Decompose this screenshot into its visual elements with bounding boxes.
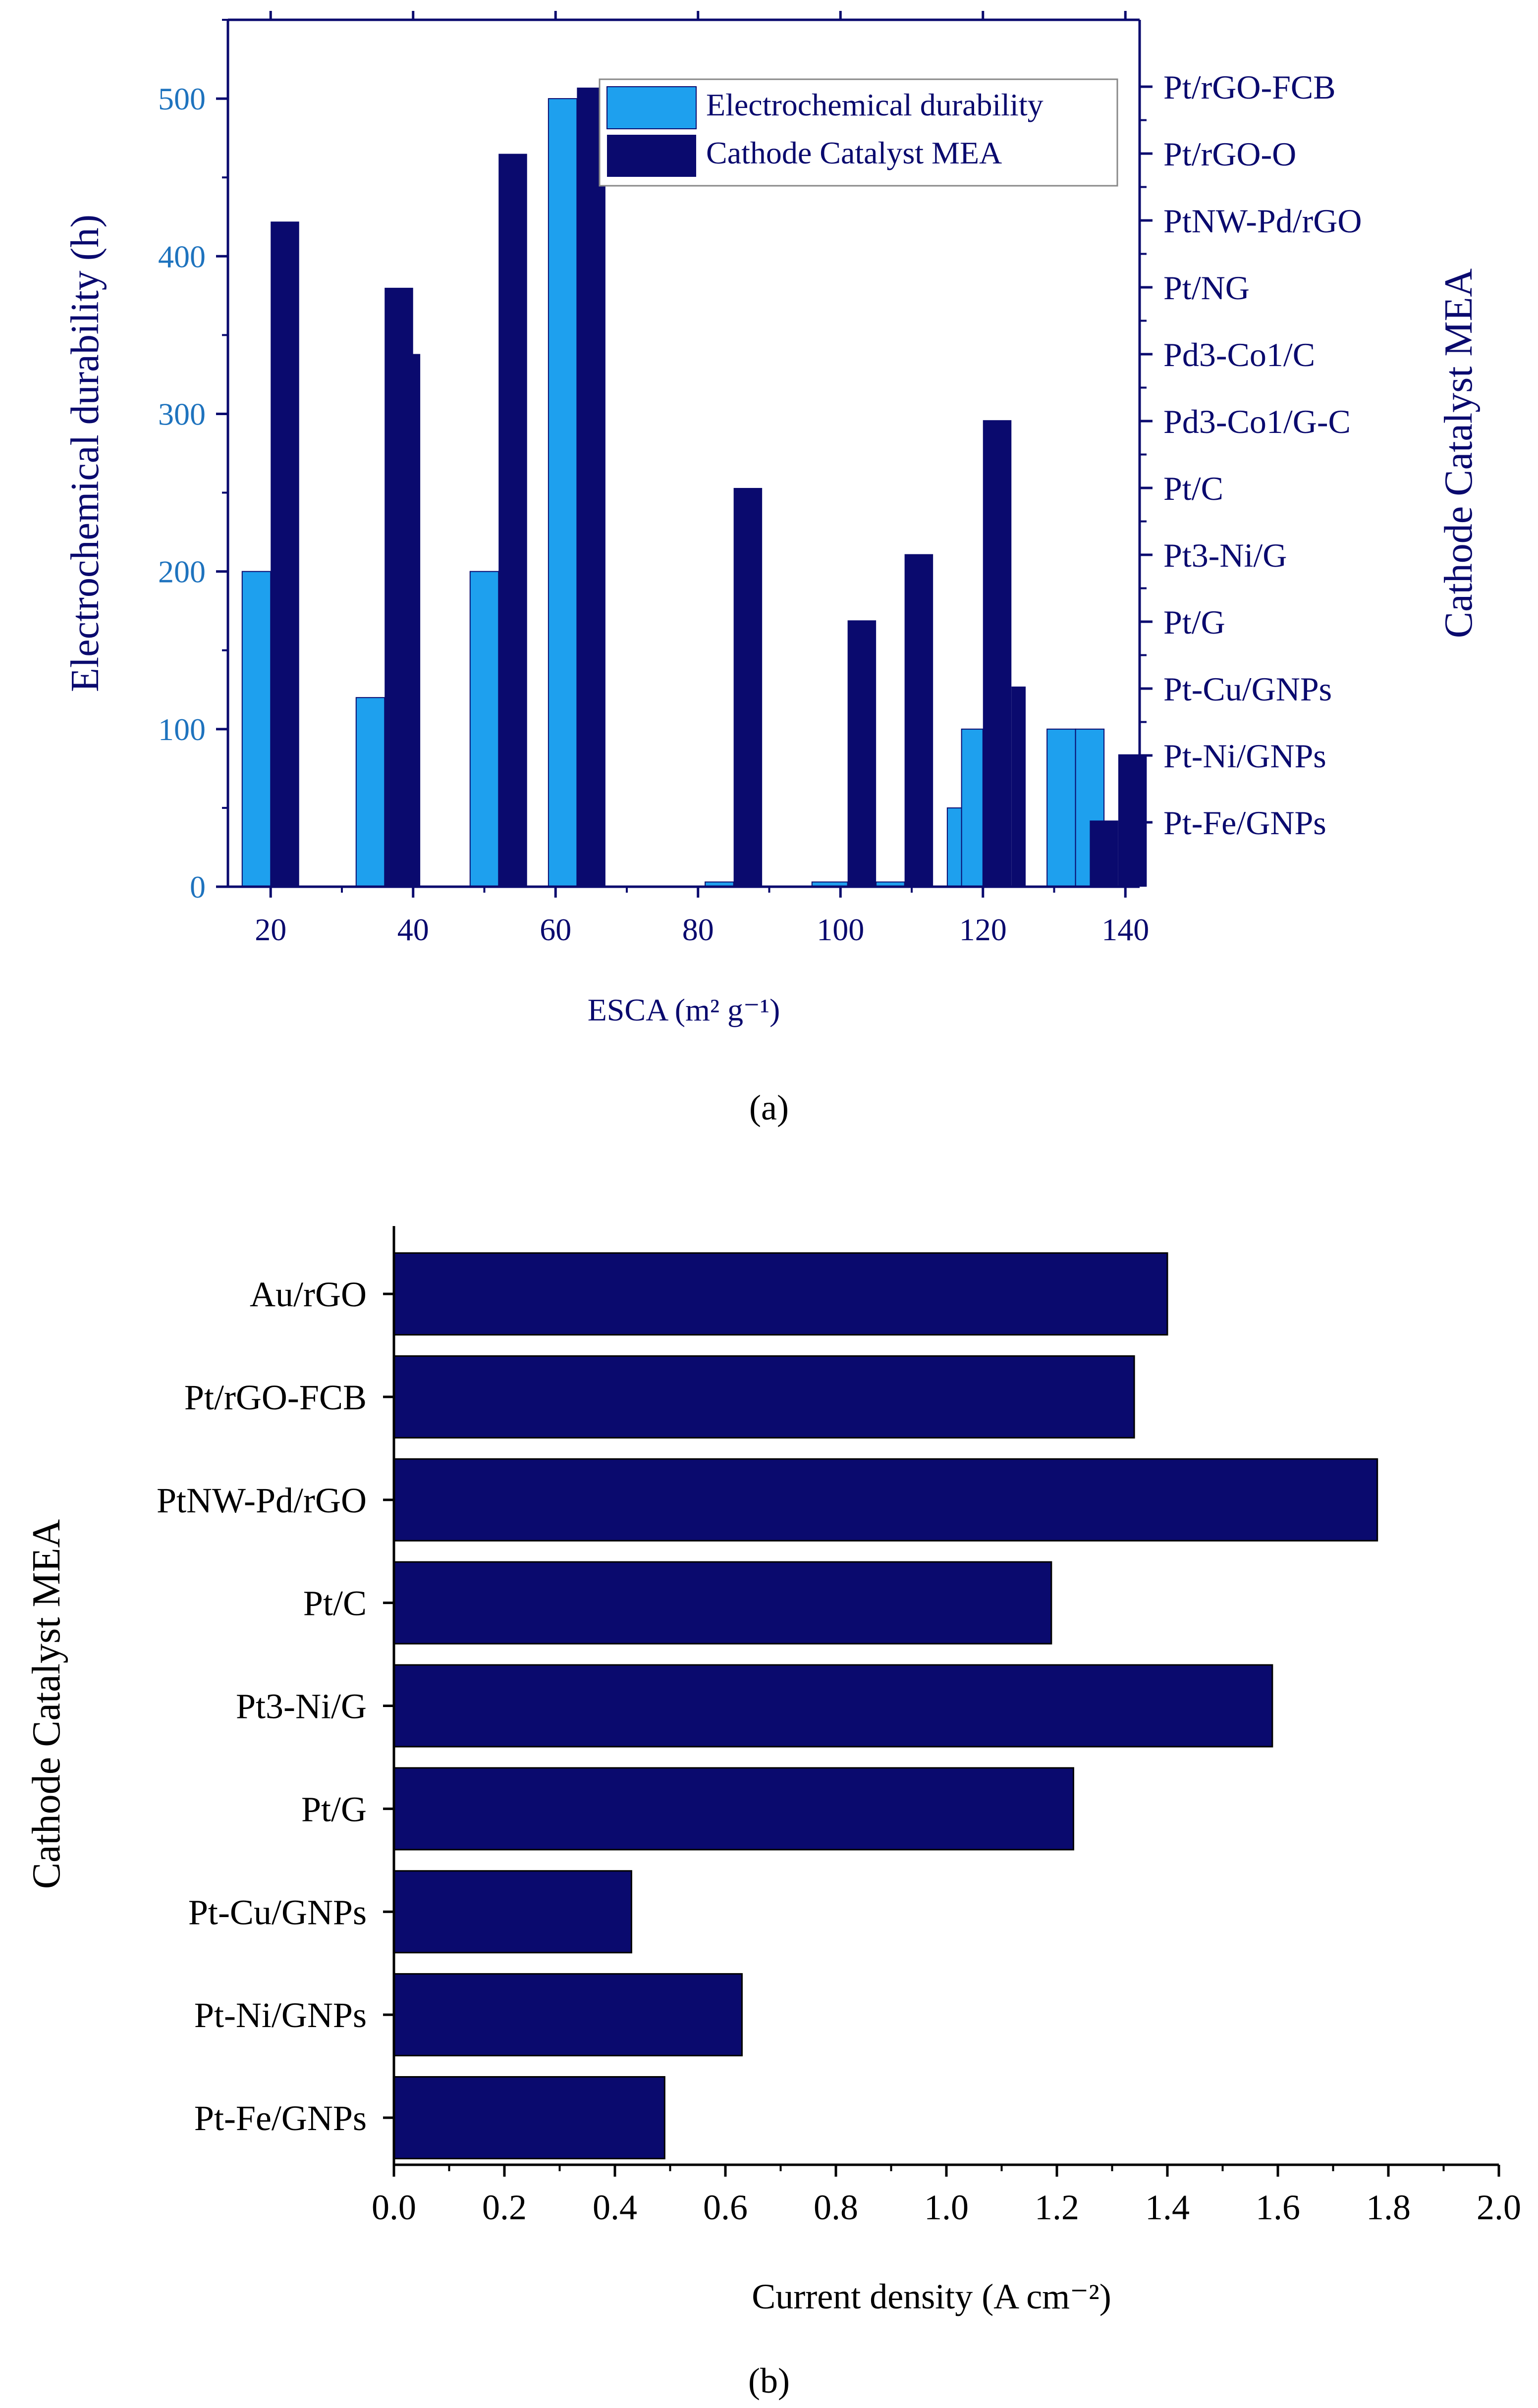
durability-bar [1046,728,1076,888]
x-ticks: 20 40 60 80 100 120 140 [255,11,1149,947]
current-density-series [393,1252,1378,2159]
y2-tick-label: Pt/NG [1163,269,1250,307]
b-y-tick-label: Pt/C [303,1584,367,1623]
b-x-tick-label: 1.4 [1145,2188,1190,2227]
y2-ticks: Pt-Fe/GNPs Pt-Ni/GNPs Pt-Cu/GNPs Pt/G Pt3-Ni… [1140,68,1362,842]
mea-bar [577,87,605,887]
x-tick-label: 20 [255,912,286,947]
y2-tick-label: Pd3-Co1/G-C [1163,403,1351,440]
mea-bar [406,354,421,887]
y2-tick-label: Pd3-Co1/C [1163,336,1315,374]
y-tick-label: 500 [158,81,206,116]
durability-series [241,98,1105,888]
x-tick-label: 140 [1101,912,1149,947]
mea-bar [1090,820,1118,887]
y-tick-label: 0 [190,869,206,905]
b-x-tick-label: 1.2 [1035,2188,1079,2227]
durability-bar [241,571,272,887]
y-tick-label: 200 [158,554,206,589]
legend-label-durability: Electrochemical durability [706,87,1044,122]
durability-bar [548,98,578,887]
y2-tick-label: Pt/C [1163,470,1223,507]
y-tick-label: 300 [158,396,206,431]
chart-b: 0.0 0.2 0.4 0.6 0.8 1.0 1.2 1.4 1.6 1.8 2.0 Au/rGO… [25,1226,1521,2401]
mea-bar [983,420,1012,887]
y-tick-label: 400 [158,239,206,274]
b-x-axis-label: Current density (A cm⁻²) [752,2277,1111,2316]
x-tick-label: 80 [682,912,714,947]
b-x-tick-label: 0.2 [482,2188,527,2227]
y2-tick-label: Pt3-Ni/G [1163,536,1287,574]
b-x-tick-label: 1.6 [1256,2188,1300,2227]
b-x-tick-label: 0.8 [814,2188,858,2227]
b-y-tick-label: Pt-Cu/GNPs [188,1892,367,1932]
durability-bar [469,571,499,887]
durability-bar [961,728,984,888]
b-x-tick-label: 0.4 [593,2188,637,2227]
mea-series [271,87,1147,887]
legend-label-mea: Cathode Catalyst MEA [706,135,1002,170]
b-y-tick-label: Pt/rGO-FCB [184,1378,367,1417]
y2-tick-label: Pt-Ni/GNPs [1163,737,1326,775]
mea-bar [904,554,934,887]
b-y-tick-label: Pt/G [301,1789,367,1829]
current-density-bar [393,1870,632,1954]
mea-bar [498,154,527,887]
b-y-ticks: Au/rGO Pt/rGO-FCB PtNW-Pd/rGO Pt/C Pt3-Ni/G P… [157,1275,394,2138]
y2-tick-label: Pt-Cu/GNPs [1163,670,1332,708]
y2-tick-label: Pt/rGO-O [1163,135,1296,173]
mea-bar [271,221,299,887]
y-tick-label: 100 [158,712,206,747]
x-tick-label: 40 [397,912,429,947]
b-y-tick-label: PtNW-Pd/rGO [157,1481,367,1520]
b-x-tick-label: 0.0 [372,2188,416,2227]
current-density-bar [393,1973,743,2057]
legend-swatch-mea [607,135,696,177]
legend: Electrochemical durability Cathode Catal… [599,78,1118,187]
b-x-ticks: 0.0 0.2 0.4 0.6 0.8 1.0 1.2 1.4 1.6 1.8 2.0 [372,2165,1521,2227]
b-y-tick-label: Au/rGO [250,1275,367,1314]
current-density-bar [393,1458,1378,1542]
durability-bar [355,697,385,887]
current-density-bar [393,1355,1135,1439]
y2-tick-label: Pt-Fe/GNPs [1163,804,1326,842]
mea-bar [847,620,877,887]
y-ticks: 0 100 200 300 400 500 [158,19,228,905]
y2-axis-label: Cathode Catalyst MEA [1437,268,1481,638]
y2-tick-label: PtNW-Pd/rGO [1163,202,1362,240]
b-x-tick-label: 1.0 [924,2188,969,2227]
x-axis-label: ESCA (m² g⁻¹) [588,992,780,1027]
legend-swatch-durability [606,86,697,129]
current-density-bar [393,1664,1273,1748]
caption-a: (a) [749,1088,789,1127]
mea-bar [733,488,763,887]
y2-tick-label: Pt/G [1163,603,1225,641]
current-density-bar [393,2076,665,2159]
b-y-tick-label: Pt-Fe/GNPs [194,2098,367,2138]
y-axis-label: Electrochemical durability (h) [63,214,107,692]
current-density-bar [393,1561,1052,1645]
b-y-axis-label: Cathode Catalyst MEA [25,1519,68,1889]
x-tick-label: 100 [817,912,864,947]
b-x-tick-label: 0.6 [703,2188,748,2227]
mea-bar [1011,686,1026,887]
y2-tick-label: Pt/rGO-FCB [1163,68,1336,106]
x-tick-label: 60 [540,912,571,947]
b-y-tick-label: Pt-Ni/GNPs [194,1995,367,2035]
mea-bar [1118,754,1147,887]
current-density-bar [393,1252,1168,1336]
b-y-tick-label: Pt3-Ni/G [236,1687,367,1726]
caption-b: (b) [748,2361,790,2401]
chart-a: 20 40 60 80 100 120 140 0 100 200 300 400 500 Pt-Fe… [63,11,1481,1127]
x-tick-label: 120 [959,912,1007,947]
b-x-tick-label: 2.0 [1477,2188,1521,2227]
current-density-bar [393,1767,1074,1851]
b-x-tick-label: 1.8 [1366,2188,1411,2227]
